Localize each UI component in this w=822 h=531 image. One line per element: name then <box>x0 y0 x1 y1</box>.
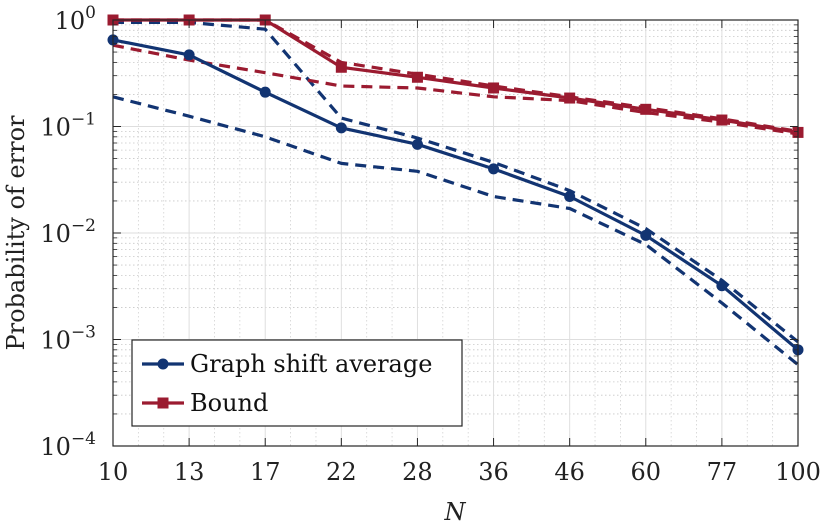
data-point-circle <box>716 280 728 292</box>
x-tick-label: 100 <box>775 458 821 486</box>
legend: Graph shift average Bound <box>131 339 463 427</box>
y-tick-label: 10−3 <box>40 323 96 355</box>
legend-marker-square <box>157 397 169 409</box>
x-tick-label: 17 <box>250 458 281 486</box>
y-axis-label: Probability of error <box>2 115 30 351</box>
data-point-square <box>488 82 500 94</box>
y-tick-label: 10−2 <box>40 216 96 248</box>
data-point-square <box>335 61 347 73</box>
x-tick-label: 28 <box>402 458 433 486</box>
y-tick-labels: 100 10−1 10−2 10−3 10−4 <box>40 3 96 461</box>
legend-box <box>131 339 463 427</box>
legend-marker-circle <box>157 358 169 370</box>
axis-ticks <box>112 19 799 447</box>
dashed-series-line <box>112 95 800 366</box>
dashed-series-line <box>112 43 799 136</box>
x-tick-label: 60 <box>631 458 662 486</box>
legend-label: Graph shift average <box>190 350 432 378</box>
data-point-square <box>640 103 652 115</box>
data-point-circle <box>488 163 500 175</box>
data-point-circle <box>640 229 652 241</box>
y-tick-label: 10−1 <box>40 110 96 142</box>
y-tick-label: 10−4 <box>40 429 96 461</box>
data-point-circle <box>335 122 347 134</box>
data-point-circle <box>411 138 423 150</box>
x-tick-label: 46 <box>554 458 585 486</box>
dashed-series-line <box>113 20 800 344</box>
x-tick-label: 36 <box>478 458 509 486</box>
x-tick-label: 10 <box>98 458 129 486</box>
data-point-square <box>564 92 576 104</box>
data-point-square <box>411 71 423 83</box>
x-tick-labels: 10 13 17 22 28 36 46 60 77 100 <box>98 458 821 486</box>
y-tick-label: 100 <box>55 3 96 35</box>
legend-label: Bound <box>190 389 268 417</box>
x-tick-label: 77 <box>707 458 738 486</box>
x-tick-label: 13 <box>174 458 205 486</box>
data-point-square <box>716 114 728 126</box>
data-point-circle <box>564 191 576 203</box>
data-point-circle <box>183 49 195 61</box>
series-line <box>112 38 800 352</box>
x-axis-label: N <box>444 498 467 526</box>
x-tick-label: 22 <box>326 458 357 486</box>
data-point-circle <box>259 86 271 98</box>
